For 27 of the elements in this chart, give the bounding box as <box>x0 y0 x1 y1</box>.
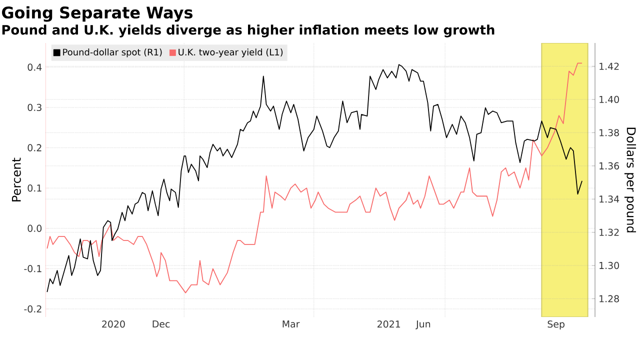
y2-tick-label: 1.38 <box>600 129 619 136</box>
y-tick-label: 0.2 <box>28 144 42 152</box>
y-axis-title: Percent <box>12 158 21 202</box>
y-tick-label: 0.0 <box>28 224 42 232</box>
y-tick-label: 0.4 <box>28 64 42 71</box>
legend-label: Pound-dollar spot (R1) <box>63 48 162 58</box>
chart-title: Going Separate Ways <box>2 6 192 22</box>
y-tick-label: 0.1 <box>28 184 42 192</box>
y2-tick-label: 1.28 <box>600 295 619 302</box>
x-tick-label: Jun <box>416 320 430 330</box>
y2-axis-title: Dollars per pound <box>624 128 636 232</box>
y2-tick-label: 1.40 <box>600 96 619 104</box>
y-tick-label: -0.1 <box>24 265 42 272</box>
chart-subtitle: Pound and U.K. yields diverge as higher inflation meets low growth <box>2 24 494 38</box>
x-tick-label: 2020 <box>102 320 125 328</box>
x-tick-label: Sep <box>548 320 564 330</box>
y2-tick-label: 1.30 <box>600 262 619 270</box>
y-tick-label: -0.2 <box>24 305 42 313</box>
y2-tick-label: 1.32 <box>600 228 619 236</box>
y-tick-label: 0.3 <box>28 104 42 112</box>
x-tick-label: Mar <box>282 320 300 328</box>
y2-tick-label: 1.34 <box>600 196 620 203</box>
y2-tick-label: 1.36 <box>600 162 620 170</box>
x-tick-label: Dec <box>152 320 170 328</box>
legend-label: U.K. two-year yield (L1) <box>178 48 283 58</box>
y2-tick-label: 1.42 <box>600 62 619 70</box>
x-tick-label: 2021 <box>377 320 400 328</box>
